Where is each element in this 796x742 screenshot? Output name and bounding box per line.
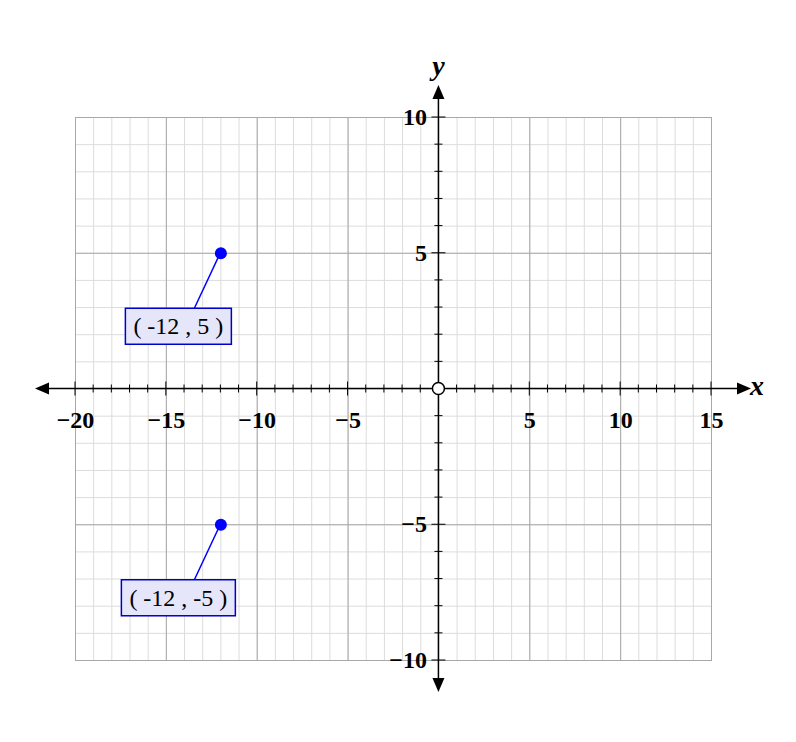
svg-text:x: x xyxy=(749,370,764,401)
svg-text:15: 15 xyxy=(700,407,724,433)
svg-text:−15: −15 xyxy=(148,407,186,433)
svg-text:y: y xyxy=(429,50,445,81)
svg-text:( -12 , 5 ): ( -12 , 5 ) xyxy=(133,313,223,339)
svg-text:−20: −20 xyxy=(57,407,95,433)
svg-text:10: 10 xyxy=(403,104,427,130)
svg-text:−5: −5 xyxy=(401,511,427,537)
svg-text:( -12 , -5 ): ( -12 , -5 ) xyxy=(129,585,227,611)
svg-text:−5: −5 xyxy=(335,407,361,433)
svg-text:−10: −10 xyxy=(238,407,276,433)
svg-text:10: 10 xyxy=(609,407,633,433)
svg-text:5: 5 xyxy=(524,407,536,433)
svg-text:−10: −10 xyxy=(389,647,427,673)
svg-text:5: 5 xyxy=(415,240,427,266)
